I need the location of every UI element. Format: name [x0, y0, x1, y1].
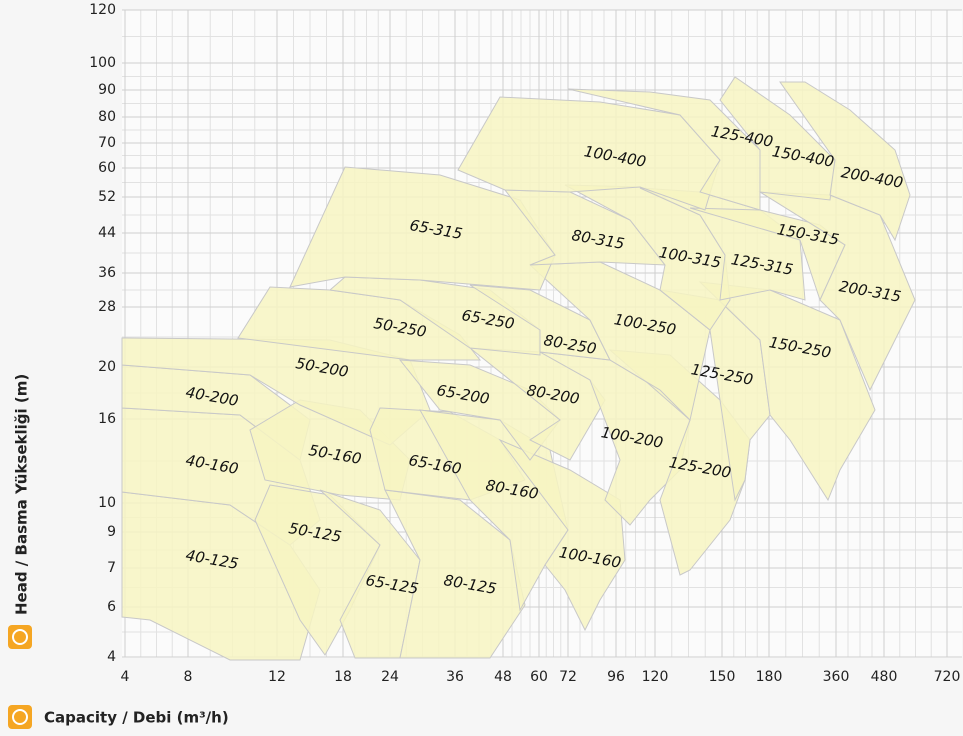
y-tick-label: 60	[98, 160, 116, 176]
y-tick-label: 16	[98, 411, 116, 427]
x-tick-label: 8	[184, 669, 193, 685]
y-tick-label: 7	[107, 560, 116, 576]
y-axis-label: Head / Basma Yüksekliği (m)	[13, 374, 31, 615]
y-tick-label: 90	[98, 82, 116, 98]
x-tick-label: 360	[823, 669, 850, 685]
y-tick-label: 36	[98, 265, 116, 281]
y-tick-label: 120	[89, 2, 116, 18]
x-tick-label: 720	[934, 669, 961, 685]
ticks: 4 8 12 18 24 36 48 60 72 96 120 150 180 360 480 7201201…	[89, 2, 960, 685]
x-axis-label: Capacity / Debi (m³/h)	[44, 709, 229, 727]
region	[779, 81, 911, 242]
x-tick-label: 24	[381, 669, 399, 685]
x-tick-label: 60	[530, 669, 548, 685]
region	[319, 489, 421, 659]
y-tick-label: 100	[89, 55, 116, 71]
region	[528, 261, 711, 421]
region	[698, 281, 876, 502]
y-tick-label: 28	[98, 299, 116, 315]
region	[503, 189, 667, 266]
x-tick-label: 480	[871, 669, 898, 685]
y-tick-label: 80	[98, 109, 116, 125]
region	[567, 88, 761, 211]
x-tick-label: 96	[607, 669, 625, 685]
x-tick-label: 150	[709, 669, 736, 685]
regions: 40-12540-16040-20050-12550-16050-20065-1…	[121, 76, 916, 661]
region	[498, 438, 626, 632]
region	[608, 349, 751, 576]
x-tick-label: 36	[446, 669, 464, 685]
y-tick-label: 4	[107, 649, 116, 665]
region	[384, 489, 526, 659]
y-tick-label: 20	[98, 359, 116, 375]
x-tick-label: 48	[494, 669, 512, 685]
y-tick-label: 70	[98, 135, 116, 151]
x-tick-label: 72	[559, 669, 577, 685]
icon-ring	[12, 629, 28, 645]
y-tick-label: 9	[107, 524, 116, 540]
x-tick-label: 12	[268, 669, 286, 685]
y-axis-icon	[8, 625, 32, 649]
y-tick-label: 52	[98, 189, 116, 205]
x-axis-icon	[8, 705, 32, 729]
icon-ring	[12, 709, 28, 725]
x-tick-label: 4	[121, 669, 130, 685]
y-tick-label: 6	[107, 599, 116, 615]
y-tick-label: 10	[98, 495, 116, 511]
x-tick-label: 180	[756, 669, 783, 685]
x-tick-label: 120	[642, 669, 669, 685]
x-tick-label: 18	[334, 669, 352, 685]
y-tick-label: 44	[98, 225, 116, 241]
